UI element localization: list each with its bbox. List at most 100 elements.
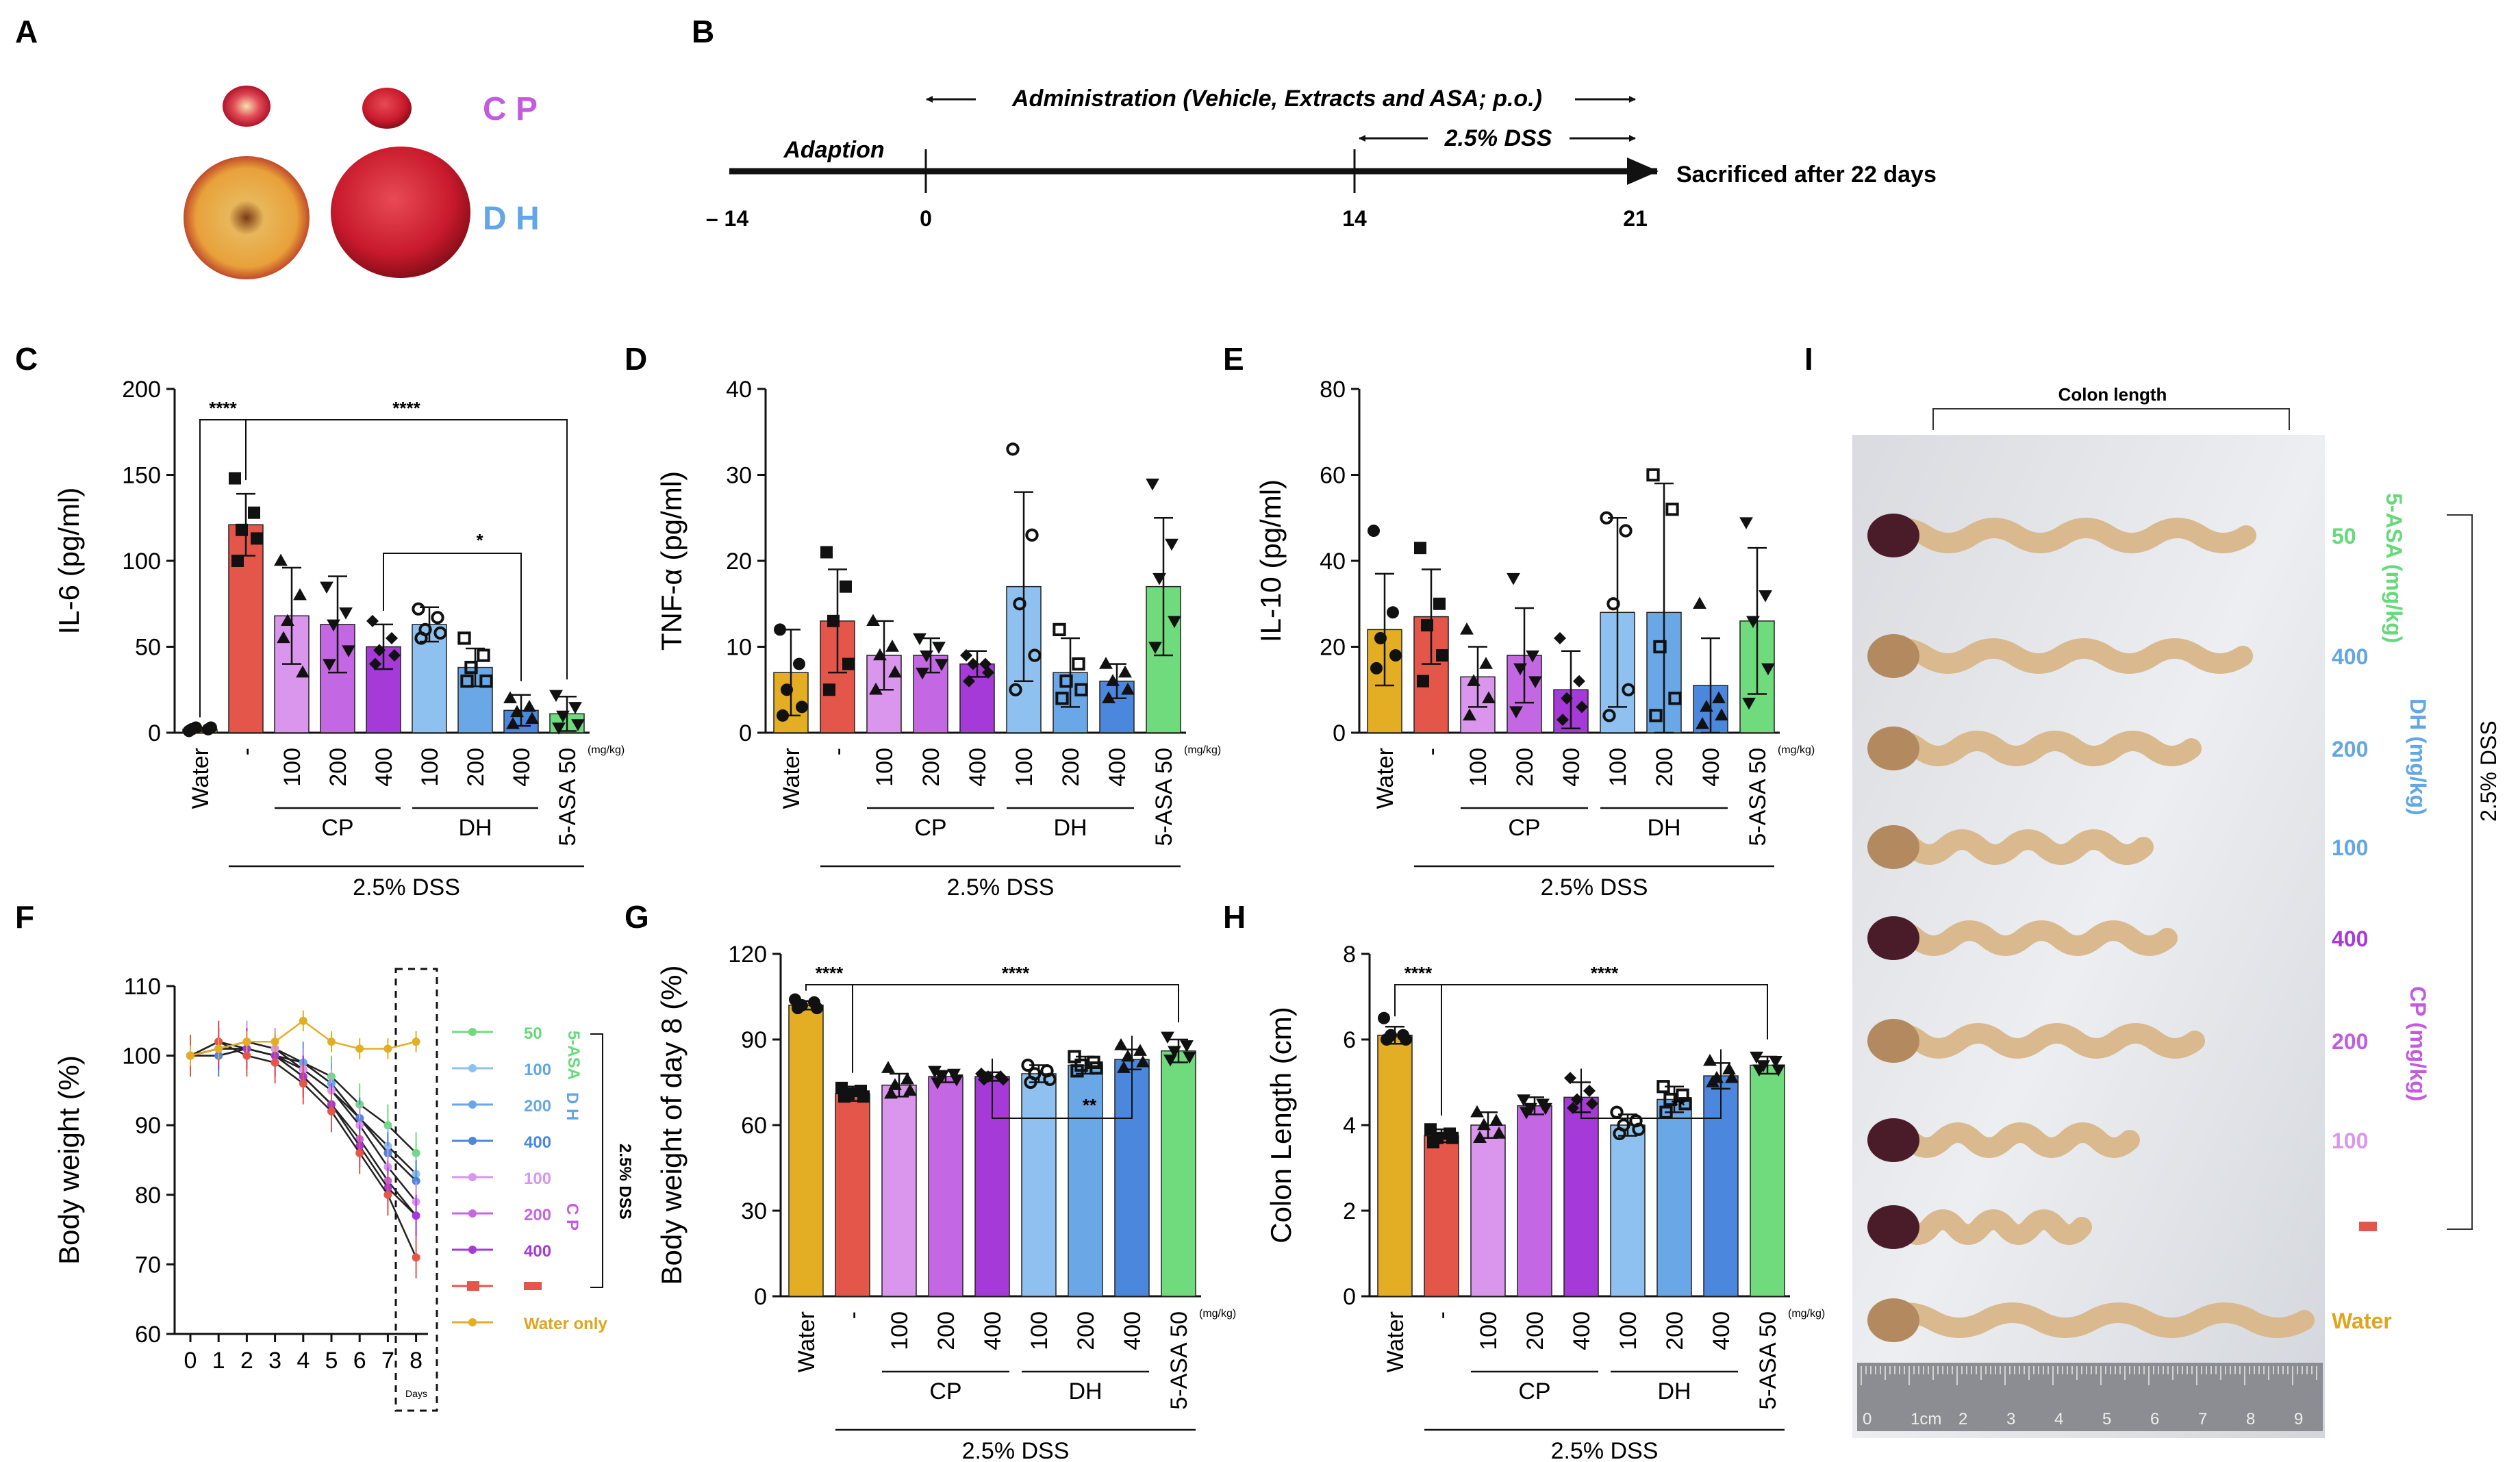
data-point	[1573, 675, 1585, 688]
sig-label: *	[476, 530, 483, 551]
y-tick-label: 60	[1320, 463, 1346, 489]
dh-group-label: DH	[1657, 1378, 1691, 1404]
panel-a-fruit-photo: C P D H	[184, 86, 540, 279]
y-axis-label: IL-10 (pg/ml)	[1255, 479, 1287, 642]
data-point	[793, 657, 805, 670]
sig-bracket-main	[805, 984, 1179, 1022]
dh-group-label: DH	[1647, 815, 1680, 841]
data-point	[1554, 631, 1566, 644]
ruler-label: 7	[2198, 1410, 2207, 1428]
data-point	[1389, 649, 1402, 662]
y-tick-label: 0	[148, 720, 161, 746]
dh-group-label: DH	[1053, 815, 1087, 841]
data-point	[1656, 1080, 1670, 1094]
ruler-label: 3	[2006, 1410, 2015, 1428]
data-point	[1152, 572, 1166, 585]
x-tick-label: 2	[240, 1348, 253, 1374]
data-point	[503, 691, 517, 703]
data-point	[1368, 525, 1380, 538]
x-tick-label: 200	[463, 748, 489, 787]
x-tick-label: 100	[1465, 748, 1491, 787]
legend-marker	[468, 1100, 477, 1109]
legend-marker	[467, 1281, 479, 1291]
data-point	[1696, 717, 1709, 729]
x-tick-label: 5-ASA 50	[555, 748, 581, 846]
data-point	[323, 659, 336, 671]
x-tick-label: 400	[980, 1311, 1006, 1350]
data-point	[1417, 675, 1429, 688]
colon-cecum	[1867, 634, 1919, 678]
data-point	[820, 546, 833, 559]
data-point	[916, 667, 929, 680]
data-point	[1436, 649, 1448, 662]
data-point	[1072, 657, 1085, 671]
data-point	[1561, 692, 1573, 705]
sig-bracket-main	[199, 419, 568, 718]
y-tick-label: 200	[122, 377, 161, 403]
dh-group-label: DH	[1068, 1378, 1102, 1404]
data-point	[1665, 503, 1679, 516]
y-axis-label: Body weight (%)	[53, 1055, 85, 1265]
data-point	[1528, 676, 1542, 689]
data-point	[277, 631, 290, 644]
data-point	[1759, 590, 1772, 603]
data-point	[1746, 616, 1760, 629]
data-point	[823, 683, 835, 696]
legend-marker	[468, 1028, 477, 1036]
data-point	[1024, 1075, 1037, 1089]
data-point	[248, 506, 260, 519]
colon-sample	[1869, 518, 2256, 553]
x-tick-label: 200	[1073, 1311, 1099, 1350]
panel-label-d: D	[625, 341, 647, 377]
ruler-label: 1cm	[1911, 1410, 1941, 1428]
series-point	[355, 1148, 364, 1157]
data-point	[1606, 597, 1620, 611]
y-tick-label: 80	[1320, 377, 1346, 403]
x-tick-label: 100	[1615, 1311, 1641, 1350]
data-point	[960, 649, 972, 662]
data-point	[950, 1074, 963, 1087]
series-point	[327, 1107, 336, 1116]
y-tick-label: 0	[1343, 1284, 1356, 1310]
series-point	[242, 1051, 251, 1060]
y-tick-label: 150	[122, 463, 161, 489]
data-point	[414, 631, 428, 645]
x-tick-label: 1	[212, 1348, 225, 1374]
data-point	[884, 1086, 898, 1099]
data-point	[792, 1002, 804, 1015]
dss-group-label: 2.5% DSS	[353, 874, 460, 900]
dh-fruit-whole	[331, 147, 470, 278]
series-point	[355, 1044, 364, 1053]
data-point	[1567, 1102, 1579, 1114]
colon-sample	[1869, 638, 2253, 674]
data-point	[1722, 1062, 1736, 1074]
panel-label-g: G	[625, 899, 649, 935]
legend-label: 400	[524, 1133, 551, 1152]
ruler-label: 6	[2150, 1410, 2159, 1428]
colon-sample	[1869, 920, 2178, 956]
data-point	[1133, 1044, 1147, 1056]
data-point	[1507, 572, 1520, 585]
y-tick-label: 30	[726, 463, 752, 489]
data-point	[457, 631, 471, 645]
colon-cecum	[1867, 916, 1919, 960]
legend-marker	[468, 1318, 477, 1326]
colon-cecum	[1867, 1019, 1919, 1063]
data-point	[963, 675, 975, 688]
legend-marker	[468, 1173, 477, 1181]
x-tick-label: 5-ASA 50	[1166, 1311, 1192, 1410]
data-point	[827, 614, 840, 627]
data-point	[1021, 1058, 1035, 1072]
data-point	[857, 1090, 870, 1103]
data-point	[1602, 709, 1616, 722]
data-point	[1649, 709, 1663, 722]
body-weight-day8-bar-chart: 0 30 60 90 120 Body weight of day 8 (%) Water -…	[655, 942, 1236, 1462]
units-label: (mg/kg)	[1778, 744, 1815, 756]
data-point	[1482, 691, 1496, 703]
timeline-label-21: 21	[1623, 206, 1648, 231]
x-tick-label: 100	[1605, 748, 1631, 787]
timeline-label-0: 0	[920, 206, 932, 231]
data-point	[1600, 511, 1613, 525]
x-tick-label: 400	[1698, 748, 1724, 787]
data-point	[479, 675, 493, 688]
